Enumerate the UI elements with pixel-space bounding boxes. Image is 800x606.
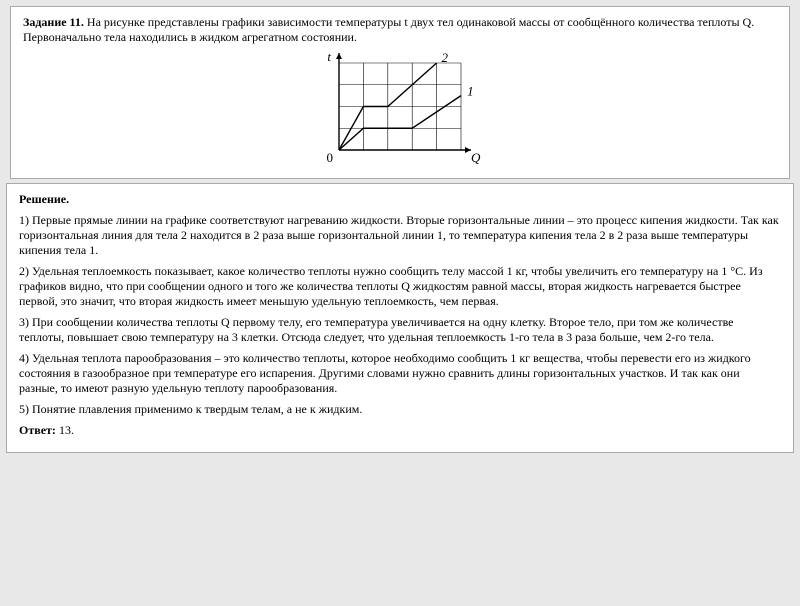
svg-text:1: 1 [467, 84, 474, 99]
heating-graph: 1 2 t Q 0 [315, 51, 485, 166]
svg-text:0: 0 [327, 150, 334, 165]
task-text: На рисунке представлены графики зависимо… [23, 15, 754, 44]
task-panel: Задание 11. На рисунке представлены граф… [10, 6, 790, 179]
solution-p2: 2) Удельная теплоемкость показывает, как… [19, 264, 781, 309]
solution-panel: Решение. 1) Первые прямые линии на графи… [6, 183, 794, 453]
answer-value: 13. [59, 423, 74, 437]
solution-p5: 5) Понятие плавления применимо к твердым… [19, 402, 781, 417]
solution-title: Решение. [19, 192, 781, 207]
answer-label: Ответ: [19, 423, 56, 437]
answer-line: Ответ: 13. [19, 423, 781, 438]
task-label: Задание 11. [23, 15, 84, 29]
svg-text:2: 2 [441, 51, 448, 65]
solution-p3: 3) При сообщении количества теплоты Q пе… [19, 315, 781, 345]
figure-wrap: 1 2 t Q 0 [23, 51, 777, 170]
solution-p1: 1) Первые прямые линии на графике соотве… [19, 213, 781, 258]
svg-text:Q: Q [471, 150, 481, 165]
solution-p4: 4) Удельная теплота парообразования – эт… [19, 351, 781, 396]
svg-text:t: t [327, 51, 331, 64]
